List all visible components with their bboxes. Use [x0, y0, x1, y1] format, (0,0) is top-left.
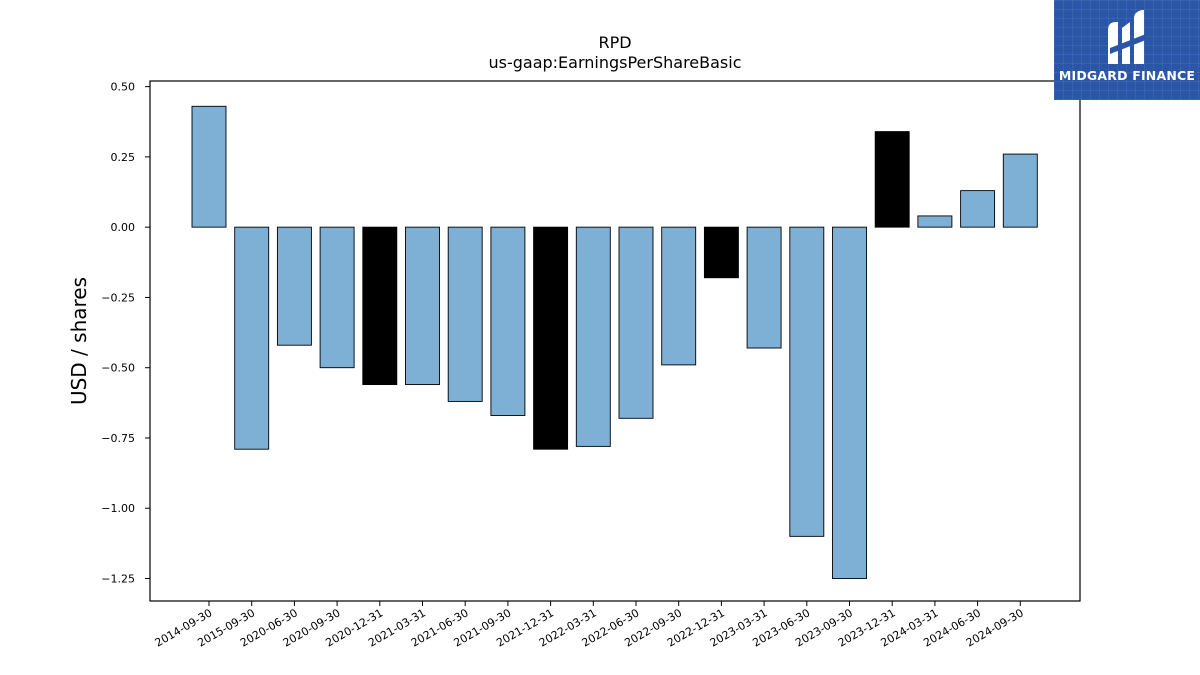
bar-2015-09-30 — [234, 226, 270, 450]
chart-subtitle: us-gaap:EarningsPerShareBasic — [488, 53, 741, 72]
bar-2023-03-31 — [746, 226, 782, 349]
y-tick-label: −0.50 — [101, 362, 135, 375]
bar-2022-09-30 — [661, 226, 697, 366]
midgard-logo-mark-icon — [1108, 10, 1146, 64]
y-tick-label: −0.75 — [101, 432, 135, 445]
midgard-finance-logo: MIDGARD FINANCE — [1054, 0, 1200, 100]
y-tick-label: −1.00 — [101, 502, 135, 515]
y-tick-label: 0.50 — [111, 81, 136, 94]
chart-title: RPD — [598, 33, 631, 52]
y-tick-label: 0.00 — [111, 221, 136, 234]
bar-2023-06-30 — [789, 226, 825, 537]
bar-2022-06-30 — [618, 226, 654, 419]
bar-2021-03-31 — [405, 226, 440, 386]
bar-2024-06-30 — [960, 190, 996, 228]
bar-2020-12-31 — [362, 226, 398, 386]
bar-2014-09-30 — [191, 105, 227, 228]
bar-2021-06-30 — [447, 226, 483, 402]
y-axis: 0.50 0.25 0.00 −0.25 −0.50 −0.75 −1.00 −1.25 — [101, 81, 150, 586]
y-tick-label: −0.25 — [101, 291, 135, 304]
y-axis-label: USD / shares — [67, 277, 91, 405]
bar-2022-03-31 — [575, 226, 611, 447]
bar-2020-06-30 — [276, 226, 312, 346]
bar-2024-09-30 — [1002, 153, 1038, 228]
logo-text: MIDGARD FINANCE — [1058, 68, 1196, 83]
bar-2023-12-31 — [874, 131, 910, 228]
x-axis: 2014-09-302015-09-302020-06-302020-09-30… — [153, 601, 1026, 650]
plot-frame — [149, 80, 1081, 602]
bar-2024-03-31 — [917, 215, 953, 228]
bars-layer — [191, 105, 1038, 579]
bar-2021-09-30 — [490, 226, 526, 416]
bar-2022-12-31 — [703, 226, 739, 279]
y-tick-label: −1.25 — [101, 573, 135, 586]
y-tick-label: 0.25 — [111, 151, 136, 164]
bar-2020-09-30 — [319, 226, 355, 369]
bar-2023-09-30 — [832, 226, 867, 579]
bar-2021-12-31 — [533, 226, 569, 450]
